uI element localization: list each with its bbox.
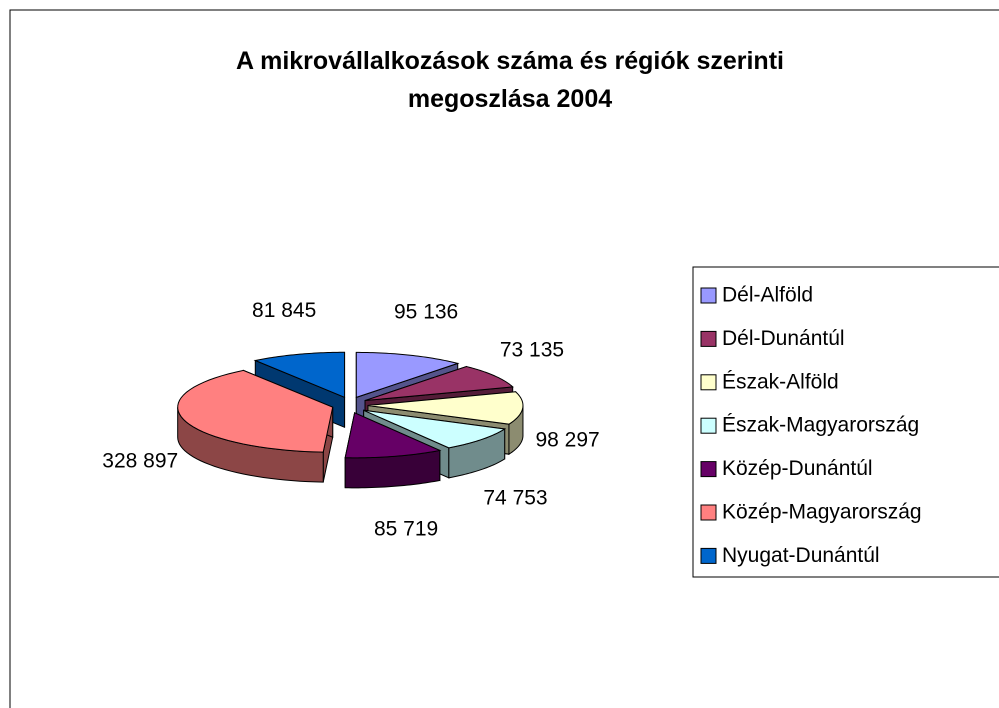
data-label: 73 135 [500, 339, 564, 362]
data-label: 95 136 [394, 301, 458, 324]
slice [364, 365, 514, 402]
legend-label: Dél-Dunántúl [722, 327, 845, 350]
slice [344, 412, 442, 459]
slice [253, 351, 346, 399]
legend-label: Nyugat-Dunántúl [722, 544, 880, 567]
data-label: 328 897 [102, 449, 178, 472]
data-label: 98 297 [535, 428, 599, 451]
data-label: 81 845 [252, 299, 316, 322]
legend-swatch [700, 504, 717, 521]
legend-swatch [700, 461, 717, 478]
data-label: 74 753 [483, 486, 547, 509]
chart-title: A mikrovállalkozások száma és régiók sze… [236, 47, 784, 113]
legend-swatch [700, 287, 717, 304]
slice [177, 369, 334, 453]
legend-box [692, 266, 999, 578]
slice [367, 391, 524, 425]
slice [363, 409, 507, 449]
slice [355, 351, 460, 399]
legend-swatch [700, 547, 717, 564]
legend-swatch [700, 374, 717, 391]
legend-label: Dél-Alföld [722, 284, 813, 307]
legend-swatch [700, 330, 717, 347]
legend-label: Észak-Alföld [722, 370, 839, 393]
legend-label: Észak-Magyarország [722, 414, 919, 437]
data-label: 85 719 [374, 517, 438, 540]
legend-label: Közép-Magyarország [722, 501, 922, 524]
legend-swatch [700, 417, 717, 434]
legend-label: Közép-Dunántúl [722, 457, 873, 480]
